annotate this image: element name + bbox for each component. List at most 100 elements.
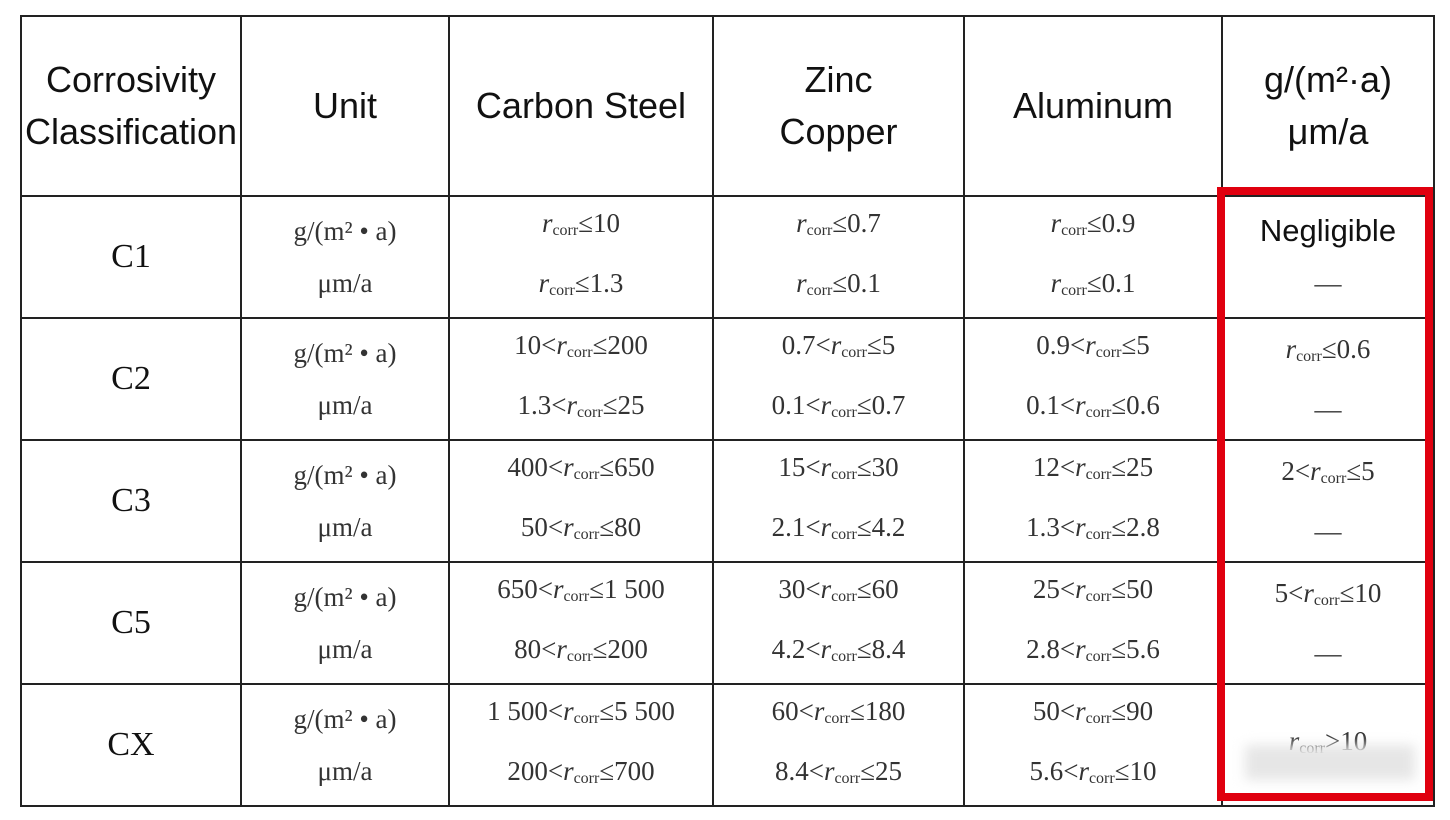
header-line: Corrosivity bbox=[45, 59, 216, 100]
cell-line: 8.4<rcorr≤25 bbox=[714, 745, 963, 805]
formula-var: r bbox=[823, 756, 835, 786]
cell-line: rcorr≤1.3 bbox=[450, 257, 712, 317]
formula-var: r bbox=[556, 634, 567, 664]
table-cell: CX bbox=[20, 683, 242, 807]
formula-post: ≤1 500 bbox=[589, 574, 665, 604]
header-line: Carbon Steel bbox=[475, 85, 687, 126]
formula-pre: 1 500< bbox=[487, 696, 564, 726]
cell-line: 1.3<rcorr≤25 bbox=[450, 379, 712, 439]
formula-post: ≤200 bbox=[592, 634, 648, 664]
cell-line: 30<rcorr≤60 bbox=[714, 563, 963, 623]
formula-var: r bbox=[1075, 512, 1086, 542]
table-cell: 2<rcorr≤5— bbox=[1221, 439, 1435, 563]
formula-var: r bbox=[563, 452, 574, 482]
cell-line: 0.1<rcorr≤0.7 bbox=[714, 379, 963, 439]
formula-sub: corr bbox=[549, 282, 575, 299]
formula-sub: corr bbox=[1313, 592, 1340, 609]
formula-sub: corr bbox=[1085, 588, 1112, 605]
formula-pre: 1.3< bbox=[517, 390, 567, 420]
table-cell: rcorr≤0.9 rcorr≤0.1 bbox=[963, 195, 1223, 319]
formula-var: r bbox=[820, 634, 832, 664]
header-line: Copper bbox=[779, 111, 898, 152]
formula-sub: corr bbox=[834, 770, 861, 787]
table-cell: 10<rcorr≤200 1.3<rcorr≤25 bbox=[448, 317, 714, 441]
formula-post: ≤25 bbox=[860, 756, 903, 786]
table-cell: C3 bbox=[20, 439, 242, 563]
table-cell: 30<rcorr≤60 4.2<rcorr≤8.4 bbox=[712, 561, 965, 685]
formula-pre: 400< bbox=[507, 452, 564, 482]
formula-post: ≤2.8 bbox=[1111, 512, 1160, 542]
blurred-text bbox=[1245, 745, 1415, 780]
formula-post: ≤5 bbox=[1121, 330, 1150, 360]
cell-line: 1.3<rcorr≤2.8 bbox=[965, 501, 1221, 561]
cell-line: — bbox=[1314, 268, 1342, 298]
header-line: Aluminum bbox=[1012, 85, 1174, 126]
cell-line: 25<rcorr≤50 bbox=[965, 563, 1221, 623]
formula-post: ≤0.6 bbox=[1321, 334, 1371, 364]
formula-var: r bbox=[1085, 330, 1096, 360]
formula-post: ≤0.6 bbox=[1111, 390, 1160, 420]
formula-post: ≤0.7 bbox=[856, 390, 906, 420]
header-line: Unit bbox=[312, 85, 378, 126]
corrosivity-table: Corrosivity Classification Unit Carbon Stee… bbox=[20, 15, 1435, 807]
formula-post: ≤10 bbox=[1339, 578, 1382, 608]
formula-post: ≤90 bbox=[1111, 696, 1154, 726]
table-cell: rcorr≤0.7 rcorr≤0.1 bbox=[712, 195, 965, 319]
formula-var: r bbox=[538, 268, 550, 298]
formula-post: ≤700 bbox=[599, 756, 655, 786]
header-cell: Aluminum bbox=[963, 15, 1223, 197]
formula-var: r bbox=[563, 696, 574, 726]
formula-sub: corr bbox=[831, 648, 857, 665]
formula-sub: corr bbox=[831, 466, 857, 483]
formula-post: ≤10 bbox=[578, 208, 621, 238]
cell-line: 50<rcorr≤90 bbox=[965, 685, 1221, 745]
cell-line: 650<rcorr≤1 500 bbox=[450, 563, 712, 623]
formula-sub: corr bbox=[573, 526, 600, 543]
formula-pre: 15< bbox=[778, 452, 821, 482]
formula-post: ≤30 bbox=[856, 452, 899, 482]
formula-sub: corr bbox=[1061, 282, 1087, 299]
formula-sub: corr bbox=[566, 648, 593, 665]
cell-line: μm/a bbox=[317, 390, 373, 420]
header-line: Classification bbox=[24, 111, 238, 152]
formula-sub: corr bbox=[576, 404, 603, 421]
formula-post: ≤650 bbox=[599, 452, 655, 482]
table-row: C3 g/(m² • a) μm/a 400<rcorr≤650 50<rcorr≤80… bbox=[20, 439, 1435, 563]
cell-line: rcorr≤0.9 bbox=[965, 197, 1221, 257]
cell-line: rcorr≤0.6 bbox=[1223, 323, 1433, 383]
formula-pre: 2.8< bbox=[1026, 634, 1076, 664]
formula-pre: 10< bbox=[514, 330, 557, 360]
formula-var: r bbox=[830, 330, 842, 360]
formula-var: r bbox=[556, 330, 567, 360]
formula-post: ≤60 bbox=[856, 574, 899, 604]
formula-post: ≤4.2 bbox=[856, 512, 906, 542]
table-cell: 1 500<rcorr≤5 500 200<rcorr≤700 bbox=[448, 683, 714, 807]
cell-line: 10<rcorr≤200 bbox=[450, 319, 712, 379]
formula-post: ≤5 bbox=[866, 330, 896, 360]
formula-pre: 50< bbox=[1032, 696, 1076, 726]
formula-pre: 2< bbox=[1281, 456, 1311, 486]
formula-post: ≤5.6 bbox=[1111, 634, 1160, 664]
cell-line: 2.1<rcorr≤4.2 bbox=[714, 501, 963, 561]
formula-var: r bbox=[813, 696, 825, 726]
formula-var: r bbox=[1075, 634, 1086, 664]
cell-line: μm/a bbox=[317, 756, 373, 786]
cell-line: 0.7<rcorr≤5 bbox=[714, 319, 963, 379]
header-cell: Zinc Copper bbox=[712, 15, 965, 197]
formula-var: r bbox=[563, 512, 574, 542]
formula-sub: corr bbox=[573, 710, 600, 727]
table-cell: g/(m² • a) μm/a bbox=[240, 439, 450, 563]
formula-var: r bbox=[541, 208, 553, 238]
formula-pre: 25< bbox=[1032, 574, 1076, 604]
formula-pre: 200< bbox=[507, 756, 564, 786]
cell-line: 15<rcorr≤30 bbox=[714, 441, 963, 501]
formula-sub: corr bbox=[552, 222, 579, 239]
cell-line: rcorr≤0.1 bbox=[714, 257, 963, 317]
formula-post: ≤8.4 bbox=[856, 634, 906, 664]
cell-line: — bbox=[1314, 394, 1342, 424]
formula-var: r bbox=[552, 574, 564, 604]
cell-line: C2 bbox=[111, 360, 151, 397]
table-cell: g/(m² • a) μm/a bbox=[240, 683, 450, 807]
formula-post: ≤0.7 bbox=[832, 208, 881, 238]
formula-var: r bbox=[1050, 208, 1062, 238]
